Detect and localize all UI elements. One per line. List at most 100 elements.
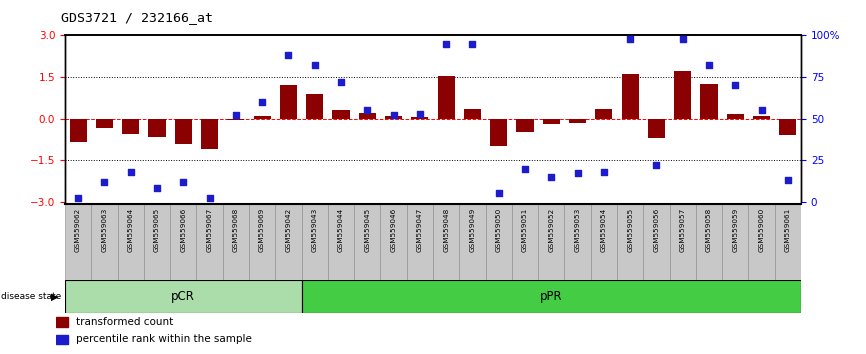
Bar — [433, 204, 459, 280]
Point — [307, 63, 321, 68]
Text: ▶: ▶ — [51, 291, 59, 302]
Point — [439, 41, 453, 46]
Point — [571, 171, 585, 176]
Point — [597, 169, 611, 175]
Point — [124, 169, 138, 175]
Text: GSM559056: GSM559056 — [654, 207, 659, 252]
Bar — [301, 204, 328, 280]
Text: GSM559054: GSM559054 — [601, 207, 607, 252]
Point — [229, 113, 242, 118]
Text: GSM559047: GSM559047 — [417, 207, 423, 252]
Text: percentile rank within the sample: percentile rank within the sample — [76, 335, 252, 344]
Bar — [380, 204, 407, 280]
Bar — [512, 204, 538, 280]
Bar — [96, 119, 113, 128]
Bar — [280, 85, 297, 119]
Bar — [56, 317, 68, 327]
Point — [675, 36, 689, 41]
Text: GSM559053: GSM559053 — [575, 207, 580, 252]
Point — [492, 190, 506, 196]
Bar — [591, 204, 617, 280]
Text: GSM559049: GSM559049 — [469, 207, 475, 252]
Text: GSM559057: GSM559057 — [680, 207, 686, 252]
Bar — [595, 109, 612, 119]
Bar — [301, 280, 801, 313]
Bar — [543, 119, 559, 124]
Bar — [538, 204, 565, 280]
Point — [203, 196, 216, 201]
Text: GSM559051: GSM559051 — [522, 207, 528, 252]
Text: GSM559058: GSM559058 — [706, 207, 712, 252]
Text: GSM559064: GSM559064 — [127, 207, 133, 252]
Text: GSM559067: GSM559067 — [207, 207, 212, 252]
Bar — [197, 204, 223, 280]
Bar — [696, 204, 722, 280]
Point — [255, 99, 269, 105]
Text: GSM559043: GSM559043 — [312, 207, 318, 252]
Text: GSM559059: GSM559059 — [733, 207, 739, 252]
Bar — [254, 116, 271, 119]
Bar — [359, 113, 376, 119]
Text: GSM559055: GSM559055 — [627, 207, 633, 252]
Bar — [411, 117, 429, 119]
Bar — [170, 204, 197, 280]
Bar — [275, 204, 301, 280]
Bar — [249, 204, 275, 280]
Point — [360, 107, 374, 113]
Point — [728, 82, 742, 88]
Text: GSM559050: GSM559050 — [495, 207, 501, 252]
Bar — [753, 116, 770, 119]
Bar — [56, 335, 68, 344]
Bar — [486, 204, 512, 280]
Bar — [69, 119, 87, 142]
Point — [281, 52, 295, 58]
Text: GSM559068: GSM559068 — [233, 207, 239, 252]
Text: GSM559063: GSM559063 — [101, 207, 107, 252]
Text: GSM559052: GSM559052 — [548, 207, 554, 252]
Bar — [516, 119, 533, 132]
Text: pPR: pPR — [540, 290, 563, 303]
Bar — [328, 204, 354, 280]
Bar — [122, 119, 139, 134]
Bar — [223, 204, 249, 280]
Bar — [748, 204, 775, 280]
Bar — [675, 72, 691, 119]
Bar — [227, 119, 244, 120]
Bar — [118, 204, 144, 280]
Bar — [464, 109, 481, 119]
Bar — [201, 119, 218, 149]
Bar — [722, 204, 748, 280]
Point — [150, 185, 164, 191]
Bar — [65, 280, 301, 313]
Point — [754, 107, 768, 113]
Bar — [669, 204, 696, 280]
Text: GSM559046: GSM559046 — [391, 207, 397, 252]
Text: GDS3721 / 232166_at: GDS3721 / 232166_at — [61, 11, 213, 24]
Bar — [617, 204, 643, 280]
Text: GSM559061: GSM559061 — [785, 207, 791, 252]
Point — [781, 177, 795, 183]
Bar — [307, 93, 323, 119]
Text: pCR: pCR — [171, 290, 195, 303]
Bar — [727, 114, 744, 119]
Text: disease state: disease state — [1, 292, 64, 301]
Bar — [175, 119, 191, 143]
Bar — [569, 119, 586, 123]
Bar — [779, 119, 797, 135]
Bar — [385, 116, 402, 119]
Text: GSM559045: GSM559045 — [365, 207, 371, 252]
Text: GSM559062: GSM559062 — [75, 207, 81, 252]
Bar — [643, 204, 669, 280]
Text: transformed count: transformed count — [76, 317, 173, 327]
Point — [545, 174, 559, 179]
Point — [177, 179, 191, 185]
Bar — [490, 119, 507, 146]
Bar — [144, 204, 170, 280]
Point — [518, 166, 532, 171]
Bar — [148, 119, 165, 137]
Bar — [65, 204, 91, 280]
Bar — [459, 204, 486, 280]
Point — [98, 179, 112, 185]
Bar — [354, 204, 380, 280]
Point — [334, 79, 348, 85]
